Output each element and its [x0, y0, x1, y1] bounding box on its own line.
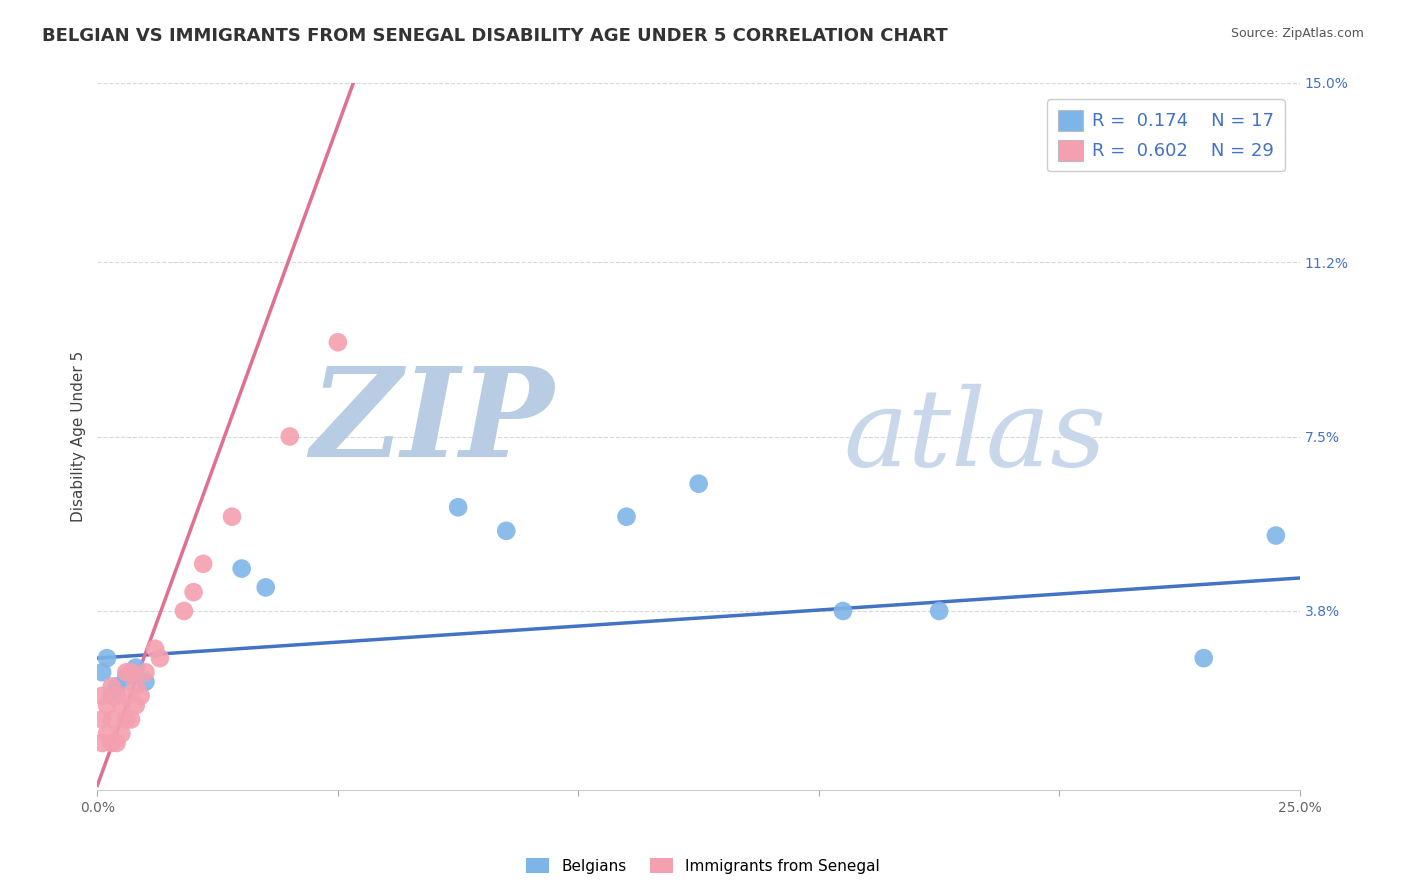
Point [129, 689, 152, 703]
Y-axis label: Disability Age Under 5: Disability Age Under 5 [72, 351, 86, 522]
Point [1264, 528, 1286, 542]
Point [125, 698, 148, 713]
Point [91, 713, 114, 727]
Point [96, 698, 118, 713]
Point [101, 689, 124, 703]
Point [143, 641, 166, 656]
Point [254, 581, 277, 595]
Point [96, 726, 118, 740]
Point [120, 665, 142, 680]
Text: atlas: atlas [844, 384, 1107, 489]
Point [134, 674, 156, 689]
Point [134, 665, 156, 680]
Point [125, 660, 148, 674]
Point [96, 651, 118, 665]
Point [101, 713, 124, 727]
Point [110, 726, 132, 740]
Point [832, 604, 855, 618]
Text: ZIP: ZIP [311, 361, 554, 483]
Point [183, 585, 205, 599]
Point [149, 651, 172, 665]
Point [91, 689, 114, 703]
Point [616, 509, 638, 524]
Text: Source: ZipAtlas.com: Source: ZipAtlas.com [1230, 27, 1364, 40]
Legend: Belgians, Immigrants from Senegal: Belgians, Immigrants from Senegal [520, 852, 886, 880]
Text: BELGIAN VS IMMIGRANTS FROM SENEGAL DISABILITY AGE UNDER 5 CORRELATION CHART: BELGIAN VS IMMIGRANTS FROM SENEGAL DISAB… [42, 27, 948, 45]
Point [688, 476, 710, 491]
Legend: R =  0.174    N = 17, R =  0.602    N = 29: R = 0.174 N = 17, R = 0.602 N = 29 [1047, 99, 1285, 171]
Point [1192, 651, 1215, 665]
Point [105, 689, 128, 703]
Point [105, 736, 128, 750]
Point [125, 680, 148, 694]
Point [326, 335, 349, 350]
Point [278, 429, 301, 443]
Point [101, 680, 124, 694]
Point [110, 698, 132, 713]
Point [120, 713, 142, 727]
Point [193, 557, 215, 571]
Point [115, 713, 138, 727]
Point [105, 680, 128, 694]
Point [447, 500, 470, 515]
Point [91, 736, 114, 750]
Point [928, 604, 950, 618]
Point [115, 689, 138, 703]
Point [173, 604, 195, 618]
Point [231, 561, 253, 575]
Point [115, 670, 138, 684]
Point [101, 736, 124, 750]
Point [115, 665, 138, 680]
Point [91, 665, 114, 680]
Point [221, 509, 243, 524]
Point [495, 524, 517, 538]
